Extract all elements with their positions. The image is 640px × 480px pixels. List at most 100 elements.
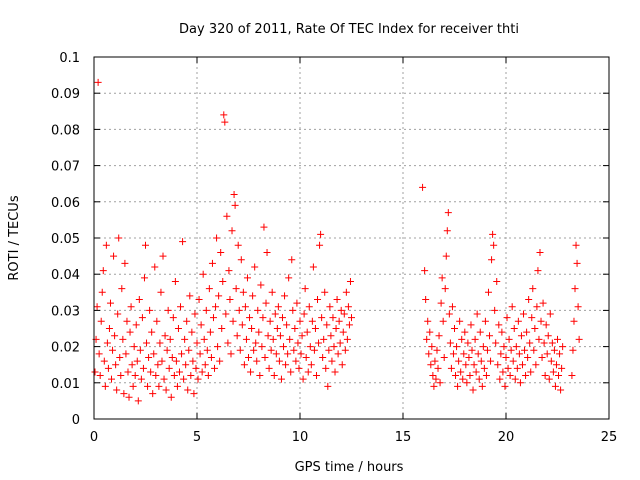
data-point — [343, 335, 351, 343]
data-point — [145, 353, 153, 361]
data-point — [302, 353, 310, 361]
gridlines — [94, 57, 609, 419]
data-point — [98, 288, 106, 296]
data-point — [173, 382, 181, 390]
data-point — [119, 335, 127, 343]
data-point — [222, 310, 230, 318]
data-point — [326, 303, 334, 311]
data-point — [143, 339, 151, 347]
data-point — [559, 343, 567, 351]
data-point — [496, 375, 504, 383]
data-point — [289, 306, 297, 314]
data-point — [128, 361, 136, 369]
data-point — [314, 296, 322, 304]
plot-border — [93, 56, 610, 420]
data-point — [232, 285, 240, 293]
data-point — [105, 325, 113, 332]
data-point — [263, 248, 271, 256]
data-point — [218, 325, 226, 332]
data-point — [146, 306, 154, 314]
data-point — [120, 390, 128, 398]
data-point — [273, 325, 281, 332]
data-point — [97, 317, 105, 325]
data-point — [473, 310, 481, 318]
data-point — [543, 350, 551, 358]
data-point — [261, 353, 269, 361]
data-point — [103, 339, 111, 347]
data-point — [185, 346, 193, 354]
data-point — [500, 343, 508, 351]
data-point — [546, 310, 554, 318]
data-point — [158, 357, 166, 365]
data-point — [251, 263, 259, 271]
data-point — [315, 339, 323, 347]
data-point — [527, 368, 535, 376]
data-point — [125, 393, 133, 401]
data-point — [449, 350, 457, 358]
data-point — [189, 357, 197, 365]
data-point — [340, 310, 348, 318]
data-point — [242, 335, 250, 343]
y-tick-label: 0.03 — [51, 304, 80, 319]
data-point — [424, 317, 432, 325]
data-point — [177, 303, 185, 311]
data-point — [199, 270, 207, 278]
data-point — [291, 325, 299, 332]
data-point — [206, 328, 214, 336]
data-point — [129, 382, 137, 390]
data-point — [430, 382, 438, 390]
data-point — [446, 339, 454, 347]
y-tick-label: 0.07 — [51, 160, 80, 175]
data-point — [265, 364, 273, 372]
data-point — [320, 335, 328, 343]
data-point — [186, 292, 194, 300]
data-point — [330, 343, 338, 351]
x-axis-label: GPS time / hours — [295, 460, 404, 475]
data-point — [333, 296, 341, 304]
data-point — [312, 372, 320, 380]
data-point — [460, 350, 468, 358]
data-point — [256, 372, 264, 380]
data-point — [325, 346, 333, 354]
data-point — [142, 241, 149, 249]
data-point — [214, 343, 222, 351]
x-tick-label: 5 — [193, 430, 201, 445]
data-point — [497, 350, 505, 358]
data-point — [555, 372, 563, 380]
data-point — [225, 267, 233, 275]
x-tick-labels: 0 5 10 15 20 25 — [90, 430, 617, 445]
data-point — [484, 288, 492, 296]
data-point — [536, 248, 544, 256]
data-point — [337, 306, 345, 314]
data-point — [480, 364, 488, 372]
data-point — [488, 256, 496, 264]
data-point — [451, 325, 458, 332]
data-point — [197, 321, 205, 329]
data-point — [538, 353, 546, 361]
data-point — [166, 335, 174, 343]
data-point — [292, 357, 300, 365]
data-point — [318, 314, 326, 322]
data-point — [115, 234, 123, 242]
data-point — [534, 267, 542, 275]
data-point — [506, 372, 514, 380]
data-point — [101, 382, 109, 390]
data-point — [268, 288, 276, 296]
data-point — [524, 353, 532, 361]
data-point — [335, 317, 343, 325]
data-point — [110, 252, 118, 260]
data-point — [472, 368, 480, 376]
y-tick-label: 0.01 — [51, 377, 80, 392]
data-point — [153, 317, 161, 325]
data-point — [575, 335, 583, 343]
data-point — [163, 346, 171, 354]
data-point — [127, 303, 135, 311]
data-point — [338, 361, 346, 369]
data-point — [568, 372, 576, 380]
data-point — [187, 372, 195, 380]
data-point — [479, 343, 487, 351]
data-point — [202, 306, 210, 314]
data-point — [284, 350, 292, 358]
data-point — [219, 277, 227, 285]
